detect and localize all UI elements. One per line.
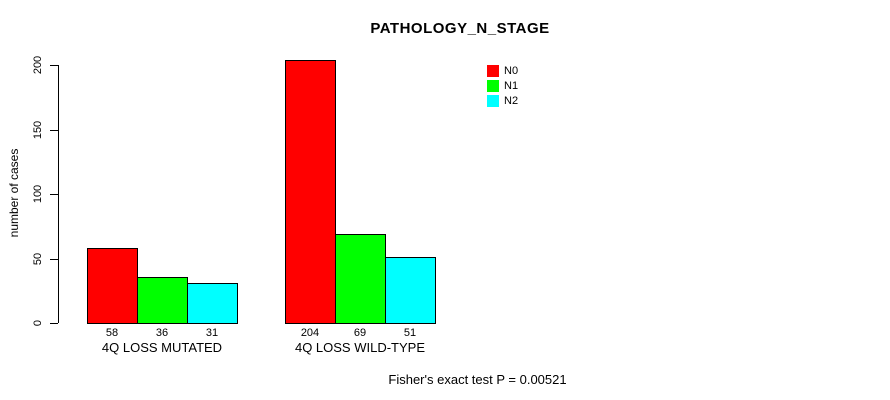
y-tick-mark xyxy=(50,194,58,195)
bar-value-label: 58 xyxy=(105,327,119,339)
y-tick-label: 100 xyxy=(32,184,44,204)
y-tick-mark xyxy=(50,259,58,260)
bar-n0-2 xyxy=(285,59,336,324)
bar-value-label: 51 xyxy=(403,327,417,339)
category-label: 4Q LOSS WILD-TYPE xyxy=(294,340,426,355)
bar-n2-1 xyxy=(187,283,238,324)
y-axis-line xyxy=(58,65,59,323)
y-tick-label: 50 xyxy=(32,252,44,266)
bar-n0-1 xyxy=(87,248,138,324)
bar-n1-2 xyxy=(335,233,386,324)
legend-label-n0: N0 xyxy=(504,65,519,77)
y-axis-label: number of cases xyxy=(7,148,21,238)
bar-value-label: 31 xyxy=(205,327,219,339)
legend-label-n1: N1 xyxy=(504,80,519,92)
bar-value-label: 69 xyxy=(353,327,367,339)
legend-swatch-n1 xyxy=(487,80,499,92)
bar-n2-2 xyxy=(385,257,436,324)
bar-value-label: 36 xyxy=(155,327,169,339)
bar-n1-1 xyxy=(137,276,188,324)
legend-swatch-n2 xyxy=(487,95,499,107)
legend-swatch-n0 xyxy=(487,65,499,77)
y-tick-label: 0 xyxy=(32,319,44,327)
annotation-text: Fisher's exact test P = 0.00521 xyxy=(388,372,567,387)
y-tick-mark xyxy=(50,130,58,131)
chart-title: PATHOLOGY_N_STAGE xyxy=(370,20,550,37)
y-tick-label: 150 xyxy=(32,120,44,140)
y-tick-mark xyxy=(50,323,58,324)
bar-value-label: 204 xyxy=(300,327,320,339)
category-label: 4Q LOSS MUTATED xyxy=(101,340,223,355)
legend-label-n2: N2 xyxy=(504,95,519,107)
y-tick-mark xyxy=(50,65,58,66)
y-tick-label: 200 xyxy=(32,55,44,75)
